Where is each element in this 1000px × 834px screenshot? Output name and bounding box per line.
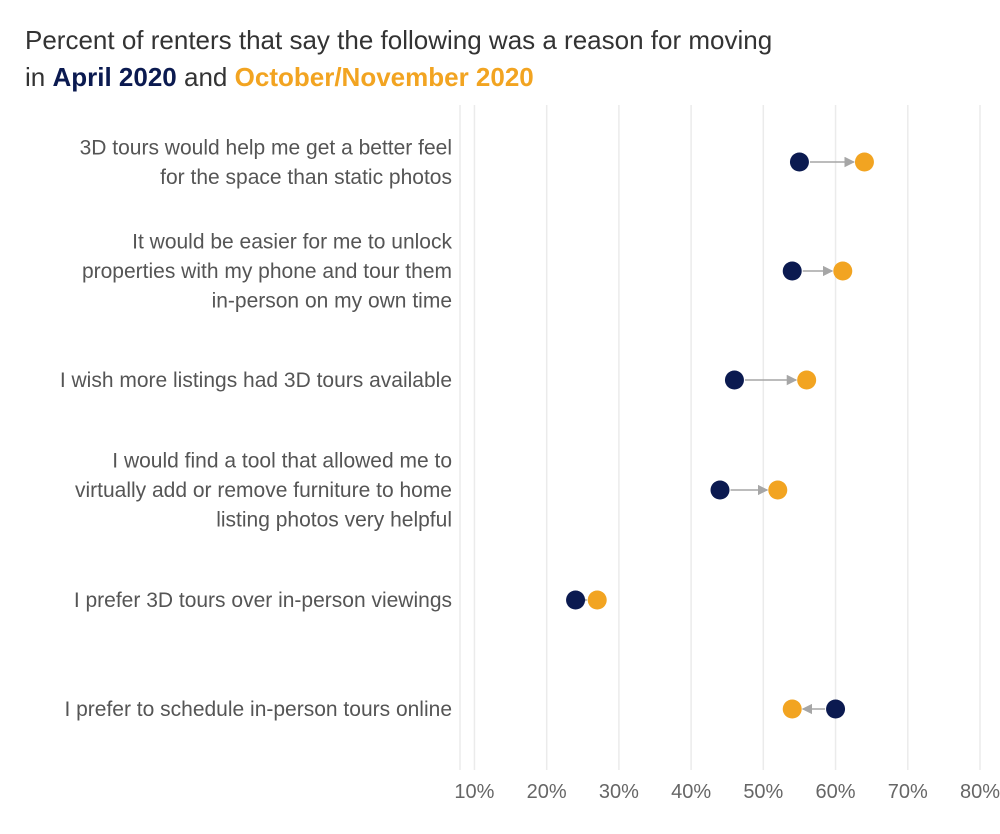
category-label: I would find a tool that allowed me to vi… — [75, 450, 452, 532]
point-oct-nov-2020 — [587, 590, 607, 610]
point-oct-nov-2020 — [782, 699, 802, 719]
title-prefix: in — [25, 62, 46, 92]
x-tick-label: 30% — [599, 781, 639, 803]
point-oct-nov-2020 — [833, 261, 853, 281]
connectors — [577, 156, 855, 715]
category-label-line: virtually add or remove furniture to hom… — [75, 479, 452, 502]
title-period-april: April 2020 — [52, 62, 177, 92]
category-label-line: in-person on my own time — [212, 290, 452, 313]
x-tick-label: 60% — [816, 781, 856, 803]
point-april-2020 — [566, 590, 586, 610]
title-period-octnov: October/November 2020 — [234, 62, 534, 92]
x-tick-label: 50% — [743, 781, 783, 803]
category-label: I wish more listings had 3D tours availa… — [60, 369, 452, 392]
x-tick-label: 40% — [671, 781, 711, 803]
point-oct-nov-2020 — [854, 152, 874, 172]
category-label-line: I wish more listings had 3D tours availa… — [60, 369, 452, 392]
category-label-line: I prefer 3D tours over in-person viewing… — [74, 589, 452, 612]
x-tick-label: 80% — [960, 781, 1000, 803]
category-label: I prefer 3D tours over in-person viewing… — [74, 589, 452, 612]
data-points — [566, 152, 874, 719]
category-label: I prefer to schedule in-person tours onl… — [64, 698, 452, 721]
category-label-line: It would be easier for me to unlock — [132, 231, 452, 254]
point-april-2020 — [710, 480, 730, 500]
category-label: It would be easier for me to unlock prope… — [82, 231, 453, 313]
category-label-line: for the space than static photos — [160, 166, 452, 189]
title-line-1: Percent of renters that say the followin… — [25, 25, 773, 55]
point-april-2020 — [724, 370, 744, 390]
x-tick-label: 20% — [527, 781, 567, 803]
point-oct-nov-2020 — [797, 370, 817, 390]
category-label-line: 3D tours would help me get a better feel — [80, 136, 452, 159]
category-labels: 3D tours would help me get a better feel… — [60, 136, 453, 721]
point-april-2020 — [789, 152, 809, 172]
x-tick-label: 10% — [454, 781, 494, 803]
category-label-line: I would find a tool that allowed me to — [112, 450, 452, 473]
gridlines — [459, 105, 981, 770]
point-april-2020 — [782, 261, 802, 281]
category-label-line: properties with my phone and tour them — [82, 260, 452, 283]
chart-title: Percent of renters that say the followin… — [25, 22, 925, 96]
x-tick-label: 70% — [888, 781, 928, 803]
category-label: 3D tours would help me get a better feel… — [80, 136, 452, 189]
point-april-2020 — [826, 699, 846, 719]
title-conjunction: and — [184, 62, 228, 92]
x-axis-ticks: 10% 20% 30% 40% 50% 60% 70% 80% — [454, 781, 1000, 803]
point-oct-nov-2020 — [768, 480, 788, 500]
category-label-line: I prefer to schedule in-person tours onl… — [64, 698, 452, 721]
category-label-line: listing photos very helpful — [216, 509, 452, 532]
